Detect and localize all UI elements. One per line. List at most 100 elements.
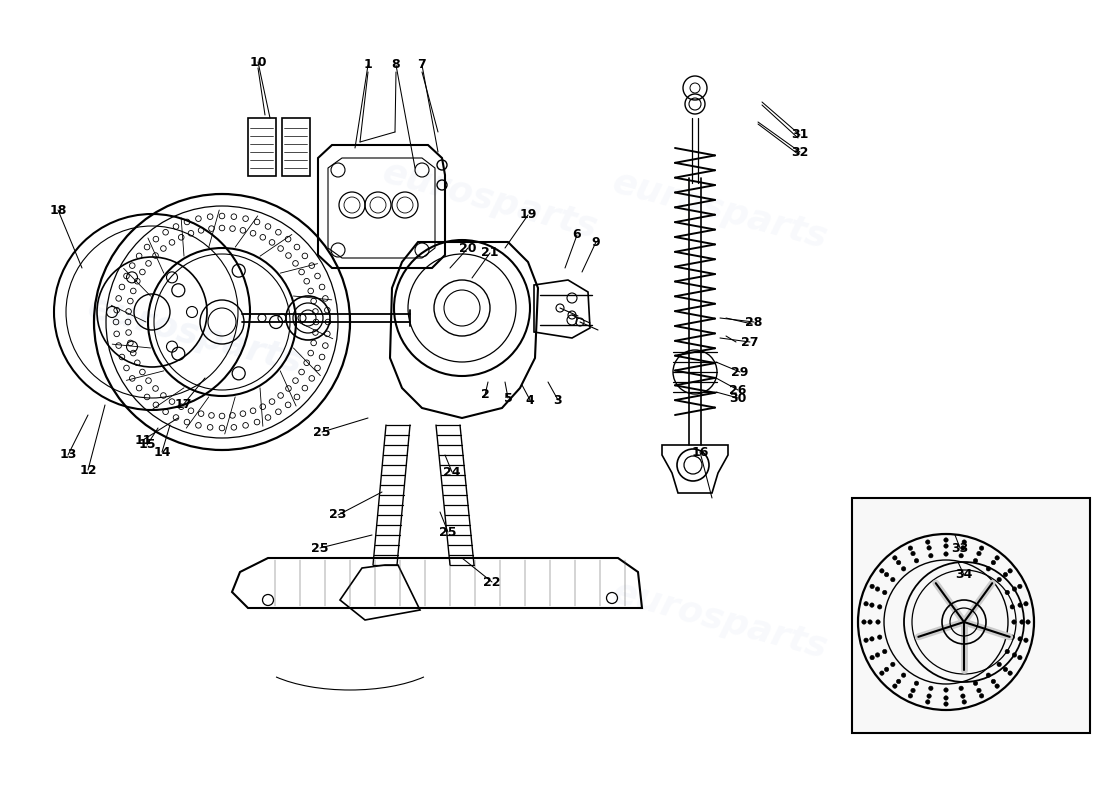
Text: 16: 16	[691, 446, 708, 458]
Circle shape	[927, 546, 932, 550]
Text: 34: 34	[955, 569, 972, 582]
Text: eurosparts: eurosparts	[608, 575, 832, 665]
Text: 14: 14	[153, 446, 170, 458]
Circle shape	[909, 694, 913, 698]
Text: 6: 6	[573, 229, 581, 242]
Circle shape	[880, 569, 884, 573]
Text: 2: 2	[481, 389, 490, 402]
Circle shape	[944, 538, 948, 542]
Circle shape	[977, 551, 981, 556]
Circle shape	[914, 681, 918, 686]
Circle shape	[994, 556, 999, 560]
Text: 25: 25	[439, 526, 456, 538]
Circle shape	[962, 540, 967, 544]
Circle shape	[911, 551, 915, 556]
Circle shape	[864, 602, 868, 606]
Text: 13: 13	[59, 449, 77, 462]
Text: 31: 31	[791, 129, 808, 142]
Circle shape	[870, 655, 874, 660]
Circle shape	[901, 566, 905, 571]
Circle shape	[909, 546, 913, 550]
Circle shape	[997, 662, 1001, 666]
Circle shape	[901, 673, 905, 678]
Circle shape	[962, 700, 967, 704]
Circle shape	[927, 694, 932, 698]
Circle shape	[974, 558, 978, 563]
Bar	[852, 498, 1090, 733]
Circle shape	[880, 671, 884, 675]
Circle shape	[914, 558, 918, 563]
Circle shape	[876, 587, 880, 591]
Circle shape	[870, 584, 874, 589]
Circle shape	[991, 560, 996, 565]
Circle shape	[1005, 590, 1010, 594]
Circle shape	[987, 566, 991, 571]
Circle shape	[1018, 655, 1022, 660]
Text: eurosparts: eurosparts	[378, 155, 602, 245]
Text: 5: 5	[504, 391, 513, 405]
Text: 15: 15	[139, 438, 156, 451]
Circle shape	[870, 603, 874, 607]
Circle shape	[928, 686, 933, 690]
Text: eurosparts: eurosparts	[608, 165, 832, 255]
Text: 10: 10	[250, 55, 266, 69]
Circle shape	[1012, 620, 1016, 624]
Circle shape	[979, 546, 983, 550]
Circle shape	[928, 554, 933, 558]
Circle shape	[884, 667, 889, 671]
Circle shape	[1018, 603, 1022, 607]
Circle shape	[1010, 605, 1014, 609]
Circle shape	[925, 540, 930, 544]
Text: 33: 33	[952, 542, 969, 554]
Circle shape	[878, 605, 882, 609]
Text: 3: 3	[553, 394, 562, 406]
Circle shape	[944, 696, 948, 700]
Circle shape	[959, 686, 964, 690]
Circle shape	[944, 702, 948, 706]
Text: 1: 1	[364, 58, 373, 71]
Text: 22: 22	[483, 575, 500, 589]
Text: 24: 24	[443, 466, 461, 478]
Circle shape	[870, 637, 874, 641]
Circle shape	[1020, 620, 1024, 624]
Circle shape	[1003, 573, 1008, 577]
Circle shape	[891, 578, 895, 582]
Circle shape	[1010, 635, 1014, 639]
Text: 21: 21	[482, 246, 498, 259]
Text: 30: 30	[729, 391, 747, 405]
Circle shape	[944, 552, 948, 556]
Circle shape	[960, 694, 965, 698]
Bar	[282, 118, 310, 176]
Text: 25: 25	[314, 426, 331, 438]
Circle shape	[1012, 653, 1016, 657]
Circle shape	[997, 578, 1001, 582]
Circle shape	[960, 546, 965, 550]
Circle shape	[1012, 587, 1016, 591]
Text: 17: 17	[174, 398, 191, 411]
Circle shape	[876, 620, 880, 624]
Circle shape	[861, 620, 866, 624]
Text: 9: 9	[592, 235, 601, 249]
Circle shape	[991, 679, 996, 684]
Circle shape	[1008, 569, 1012, 573]
Text: 29: 29	[732, 366, 749, 378]
Text: 32: 32	[791, 146, 808, 158]
Text: 28: 28	[746, 315, 762, 329]
Bar	[248, 118, 276, 176]
Circle shape	[882, 650, 887, 654]
Circle shape	[882, 590, 887, 594]
Circle shape	[884, 573, 889, 577]
Circle shape	[893, 556, 898, 560]
Text: 26: 26	[729, 383, 747, 397]
Circle shape	[1018, 637, 1022, 641]
Circle shape	[974, 681, 978, 686]
Circle shape	[994, 684, 999, 688]
Text: 7: 7	[418, 58, 427, 71]
Circle shape	[891, 662, 895, 666]
Circle shape	[876, 653, 880, 657]
Text: 23: 23	[329, 509, 346, 522]
Text: eurosparts: eurosparts	[84, 290, 306, 380]
Circle shape	[987, 673, 991, 678]
Circle shape	[864, 638, 868, 642]
Circle shape	[1008, 671, 1012, 675]
